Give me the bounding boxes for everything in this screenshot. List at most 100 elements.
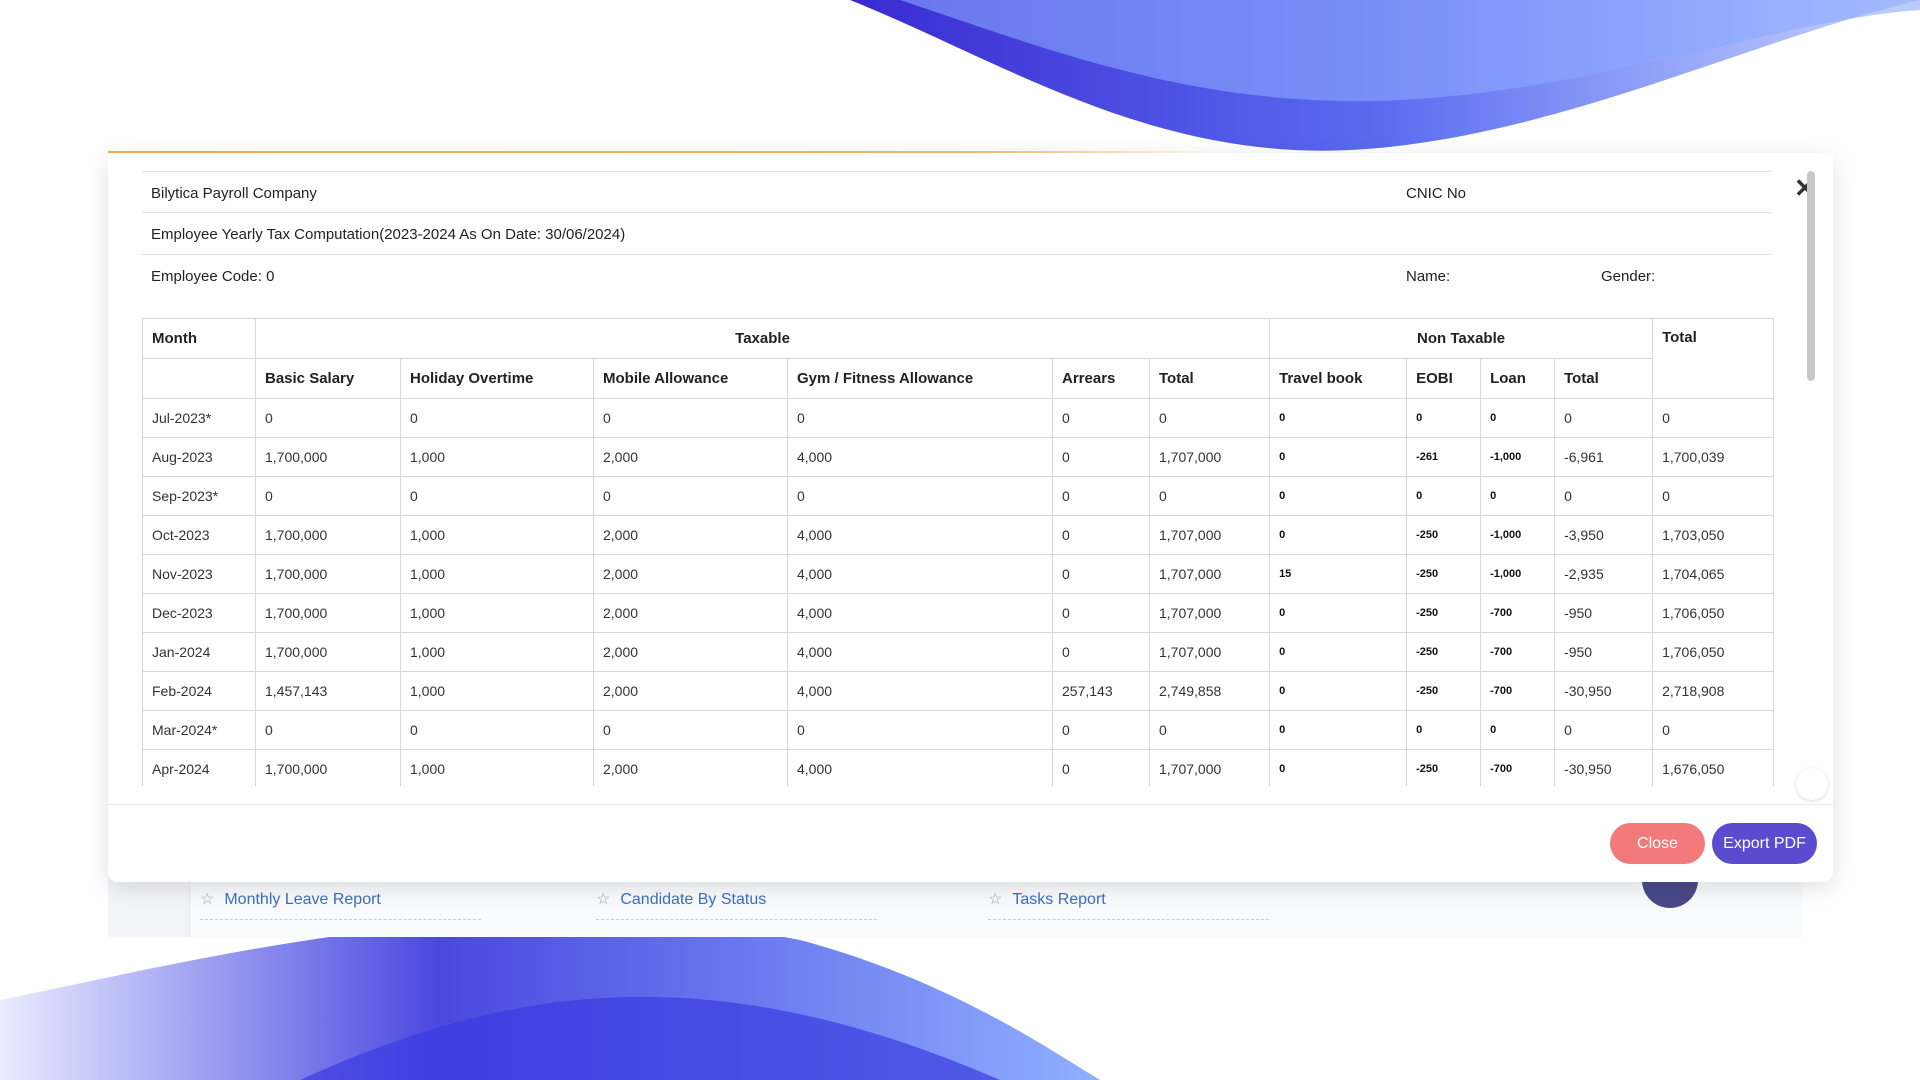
data-row: Feb-2024 1,457,143 1,000 2,000 4,000 257,143 2… [142, 671, 1774, 711]
data-row: Oct-2023 1,700,000 1,000 2,000 4,000 0 1,707,0… [142, 515, 1774, 555]
value-cell: 1,707,000 [1148, 554, 1271, 594]
value-cell: 0 [1052, 398, 1150, 438]
report-link[interactable]: ☆ Monthly Leave Report [200, 889, 481, 920]
value-cell: 15 [1269, 554, 1408, 594]
value-cell: 0 [787, 398, 1053, 438]
value-cell: 0 [1052, 554, 1150, 594]
report-link[interactable]: ☆ Tasks Report [988, 889, 1269, 920]
empty-header [142, 358, 256, 399]
value-cell: -250 [1406, 554, 1482, 594]
value-cell: -950 [1554, 593, 1654, 633]
value-cell: 2,000 [593, 632, 788, 672]
data-row: Aug-2023 1,700,000 1,000 2,000 4,000 0 1,707,0… [142, 437, 1774, 477]
data-row: Nov-2023 1,700,000 1,000 2,000 4,000 0 1,707,0… [142, 554, 1774, 594]
value-cell: 1,676,050 [1652, 749, 1774, 786]
value-cell: 4,000 [787, 437, 1053, 477]
column-header: Basic Salary [255, 358, 401, 399]
value-cell: 1,700,000 [255, 515, 401, 555]
close-button[interactable]: Close [1610, 823, 1705, 864]
value-cell: 0 [400, 710, 594, 750]
header-row: Basic Salary Holiday Overtime Mobile Allow… [142, 358, 1774, 399]
value-cell: 1,707,000 [1148, 437, 1271, 477]
data-row: Jul-2023* 0 0 0 0 0 0 0 0 0 0 0 [142, 398, 1774, 438]
star-icon[interactable]: ☆ [596, 891, 611, 908]
value-cell: 0 [1406, 398, 1482, 438]
value-cell: 2,000 [593, 437, 788, 477]
value-cell: 1,000 [400, 749, 594, 786]
value-cell: 0 [1269, 398, 1408, 438]
data-row: Jan-2024 1,700,000 1,000 2,000 4,000 0 1,707,0… [142, 632, 1774, 672]
value-cell: -950 [1554, 632, 1654, 672]
value-cell: 0 [1554, 710, 1654, 750]
modal: Bilytica Payroll Company CNIC No Employe… [108, 153, 1833, 882]
value-cell: 4,000 [787, 554, 1053, 594]
value-cell: 1,000 [400, 671, 594, 711]
star-icon[interactable]: ☆ [200, 891, 215, 908]
value-cell: -250 [1406, 593, 1482, 633]
link-text[interactable]: Candidate By Status [620, 891, 767, 908]
value-cell: 0 [255, 710, 401, 750]
value-cell: -261 [1406, 437, 1482, 477]
month-cell: Dec-2023 [142, 593, 256, 633]
value-cell: 0 [400, 398, 594, 438]
value-cell: 1,000 [400, 515, 594, 555]
value-cell: 0 [787, 710, 1053, 750]
header-row: Month Taxable Non Taxable Total [142, 318, 1774, 399]
value-cell: 0 [1269, 710, 1408, 750]
value-cell: 1,707,000 [1148, 749, 1271, 786]
assistant-icon[interactable] [1796, 768, 1828, 800]
month-cell: Feb-2024 [142, 671, 256, 711]
value-cell: 4,000 [787, 515, 1053, 555]
value-cell: 0 [1269, 749, 1408, 786]
scrollbar[interactable] [1807, 171, 1815, 381]
value-cell: 0 [1480, 710, 1556, 750]
value-cell: 0 [1052, 476, 1150, 516]
value-cell: 4,000 [787, 593, 1053, 633]
underline [596, 919, 877, 920]
value-cell: -250 [1406, 632, 1482, 672]
value-cell: -700 [1480, 749, 1556, 786]
value-cell: 0 [593, 398, 788, 438]
value-cell: 0 [1652, 710, 1774, 750]
divider [142, 254, 1772, 255]
value-cell: 2,000 [593, 749, 788, 786]
value-cell: 0 [1269, 593, 1408, 633]
column-header: Total [1554, 358, 1654, 399]
group-header: Total [1652, 318, 1774, 399]
column-header: Total [1148, 358, 1271, 399]
star-icon[interactable]: ☆ [988, 891, 1003, 908]
data-row: Mar-2024* 0 0 0 0 0 0 0 0 0 0 0 [142, 710, 1774, 750]
month-cell: Jan-2024 [142, 632, 256, 672]
value-cell: 0 [1480, 398, 1556, 438]
value-cell: 1,700,000 [255, 749, 401, 786]
value-cell: -250 [1406, 749, 1482, 786]
export-pdf-button[interactable]: Export PDF [1712, 823, 1817, 864]
value-cell: 1,700,000 [255, 593, 401, 633]
value-cell: 0 [255, 476, 401, 516]
link-text[interactable]: Monthly Leave Report [224, 891, 381, 908]
value-cell: 0 [1269, 515, 1408, 555]
group-header: Month [142, 318, 256, 359]
subtitle: Employee Yearly Tax Computation(2023-202… [151, 226, 626, 243]
report-link[interactable]: ☆ Candidate By Status [596, 889, 877, 920]
value-cell: 0 [1052, 515, 1150, 555]
value-cell: 257,143 [1052, 671, 1150, 711]
value-cell: 1,707,000 [1148, 515, 1271, 555]
value-cell: 0 [1269, 437, 1408, 477]
cnic-label: CNIC No [1406, 185, 1467, 202]
value-cell: 0 [1480, 476, 1556, 516]
data-row: Dec-2023 1,700,000 1,000 2,000 4,000 0 1,707,0… [142, 593, 1774, 633]
name-label: Name: [1406, 268, 1451, 285]
table-container: Month Taxable Non Taxable Total Basic Salary… [142, 318, 1774, 786]
accent-line [108, 151, 1208, 153]
divider [142, 171, 1772, 172]
link-text[interactable]: Tasks Report [1012, 891, 1106, 908]
value-cell: 2,000 [593, 671, 788, 711]
month-cell: Aug-2023 [142, 437, 256, 477]
value-cell: 1,700,000 [255, 632, 401, 672]
value-cell: 1,700,000 [255, 437, 401, 477]
value-cell: 1,703,050 [1652, 515, 1774, 555]
value-cell: 0 [1269, 476, 1408, 516]
